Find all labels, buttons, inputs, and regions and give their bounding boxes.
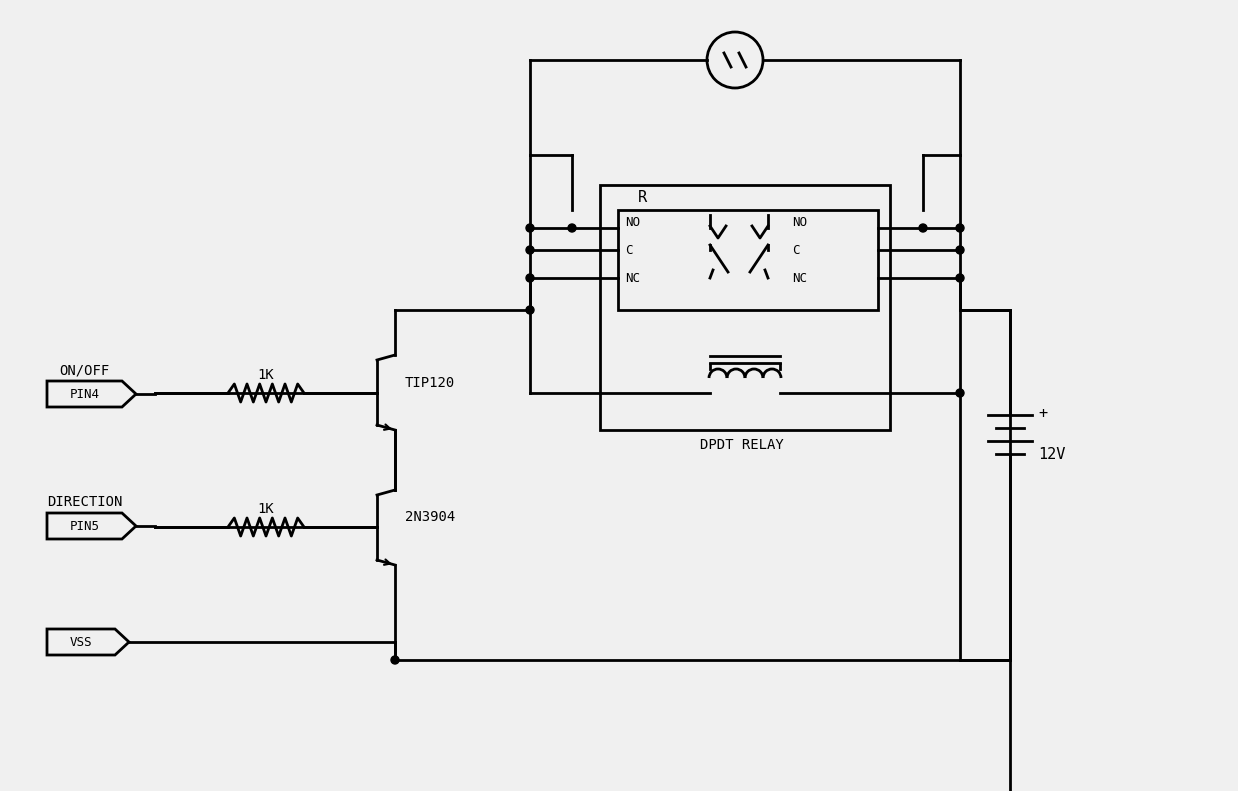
Text: R: R [638, 190, 647, 205]
Circle shape [391, 656, 399, 664]
Bar [600, 185, 890, 430]
Text: 12V: 12V [1037, 446, 1066, 461]
Circle shape [526, 274, 534, 282]
Text: NO: NO [625, 215, 640, 229]
Text: 1K: 1K [258, 368, 275, 382]
Circle shape [956, 224, 964, 232]
Circle shape [568, 224, 576, 232]
Text: C: C [625, 244, 633, 256]
Text: C: C [792, 244, 800, 256]
Text: +: + [1037, 406, 1047, 421]
Circle shape [956, 389, 964, 397]
Text: NO: NO [792, 215, 807, 229]
Text: NC: NC [625, 271, 640, 285]
Text: 1K: 1K [258, 502, 275, 516]
Text: TIP120: TIP120 [405, 376, 456, 390]
Circle shape [956, 246, 964, 254]
Text: VSS: VSS [69, 635, 93, 649]
Text: PIN5: PIN5 [69, 520, 99, 532]
Text: ON/OFF: ON/OFF [59, 363, 110, 377]
Circle shape [956, 274, 964, 282]
Text: PIN4: PIN4 [69, 388, 99, 400]
Circle shape [526, 306, 534, 314]
Text: DPDT RELAY: DPDT RELAY [701, 438, 784, 452]
Circle shape [526, 224, 534, 232]
Text: NC: NC [792, 271, 807, 285]
Text: 2N3904: 2N3904 [405, 510, 456, 524]
Circle shape [526, 246, 534, 254]
Circle shape [919, 224, 927, 232]
Bar [618, 210, 878, 310]
Text: DIRECTION: DIRECTION [47, 495, 123, 509]
